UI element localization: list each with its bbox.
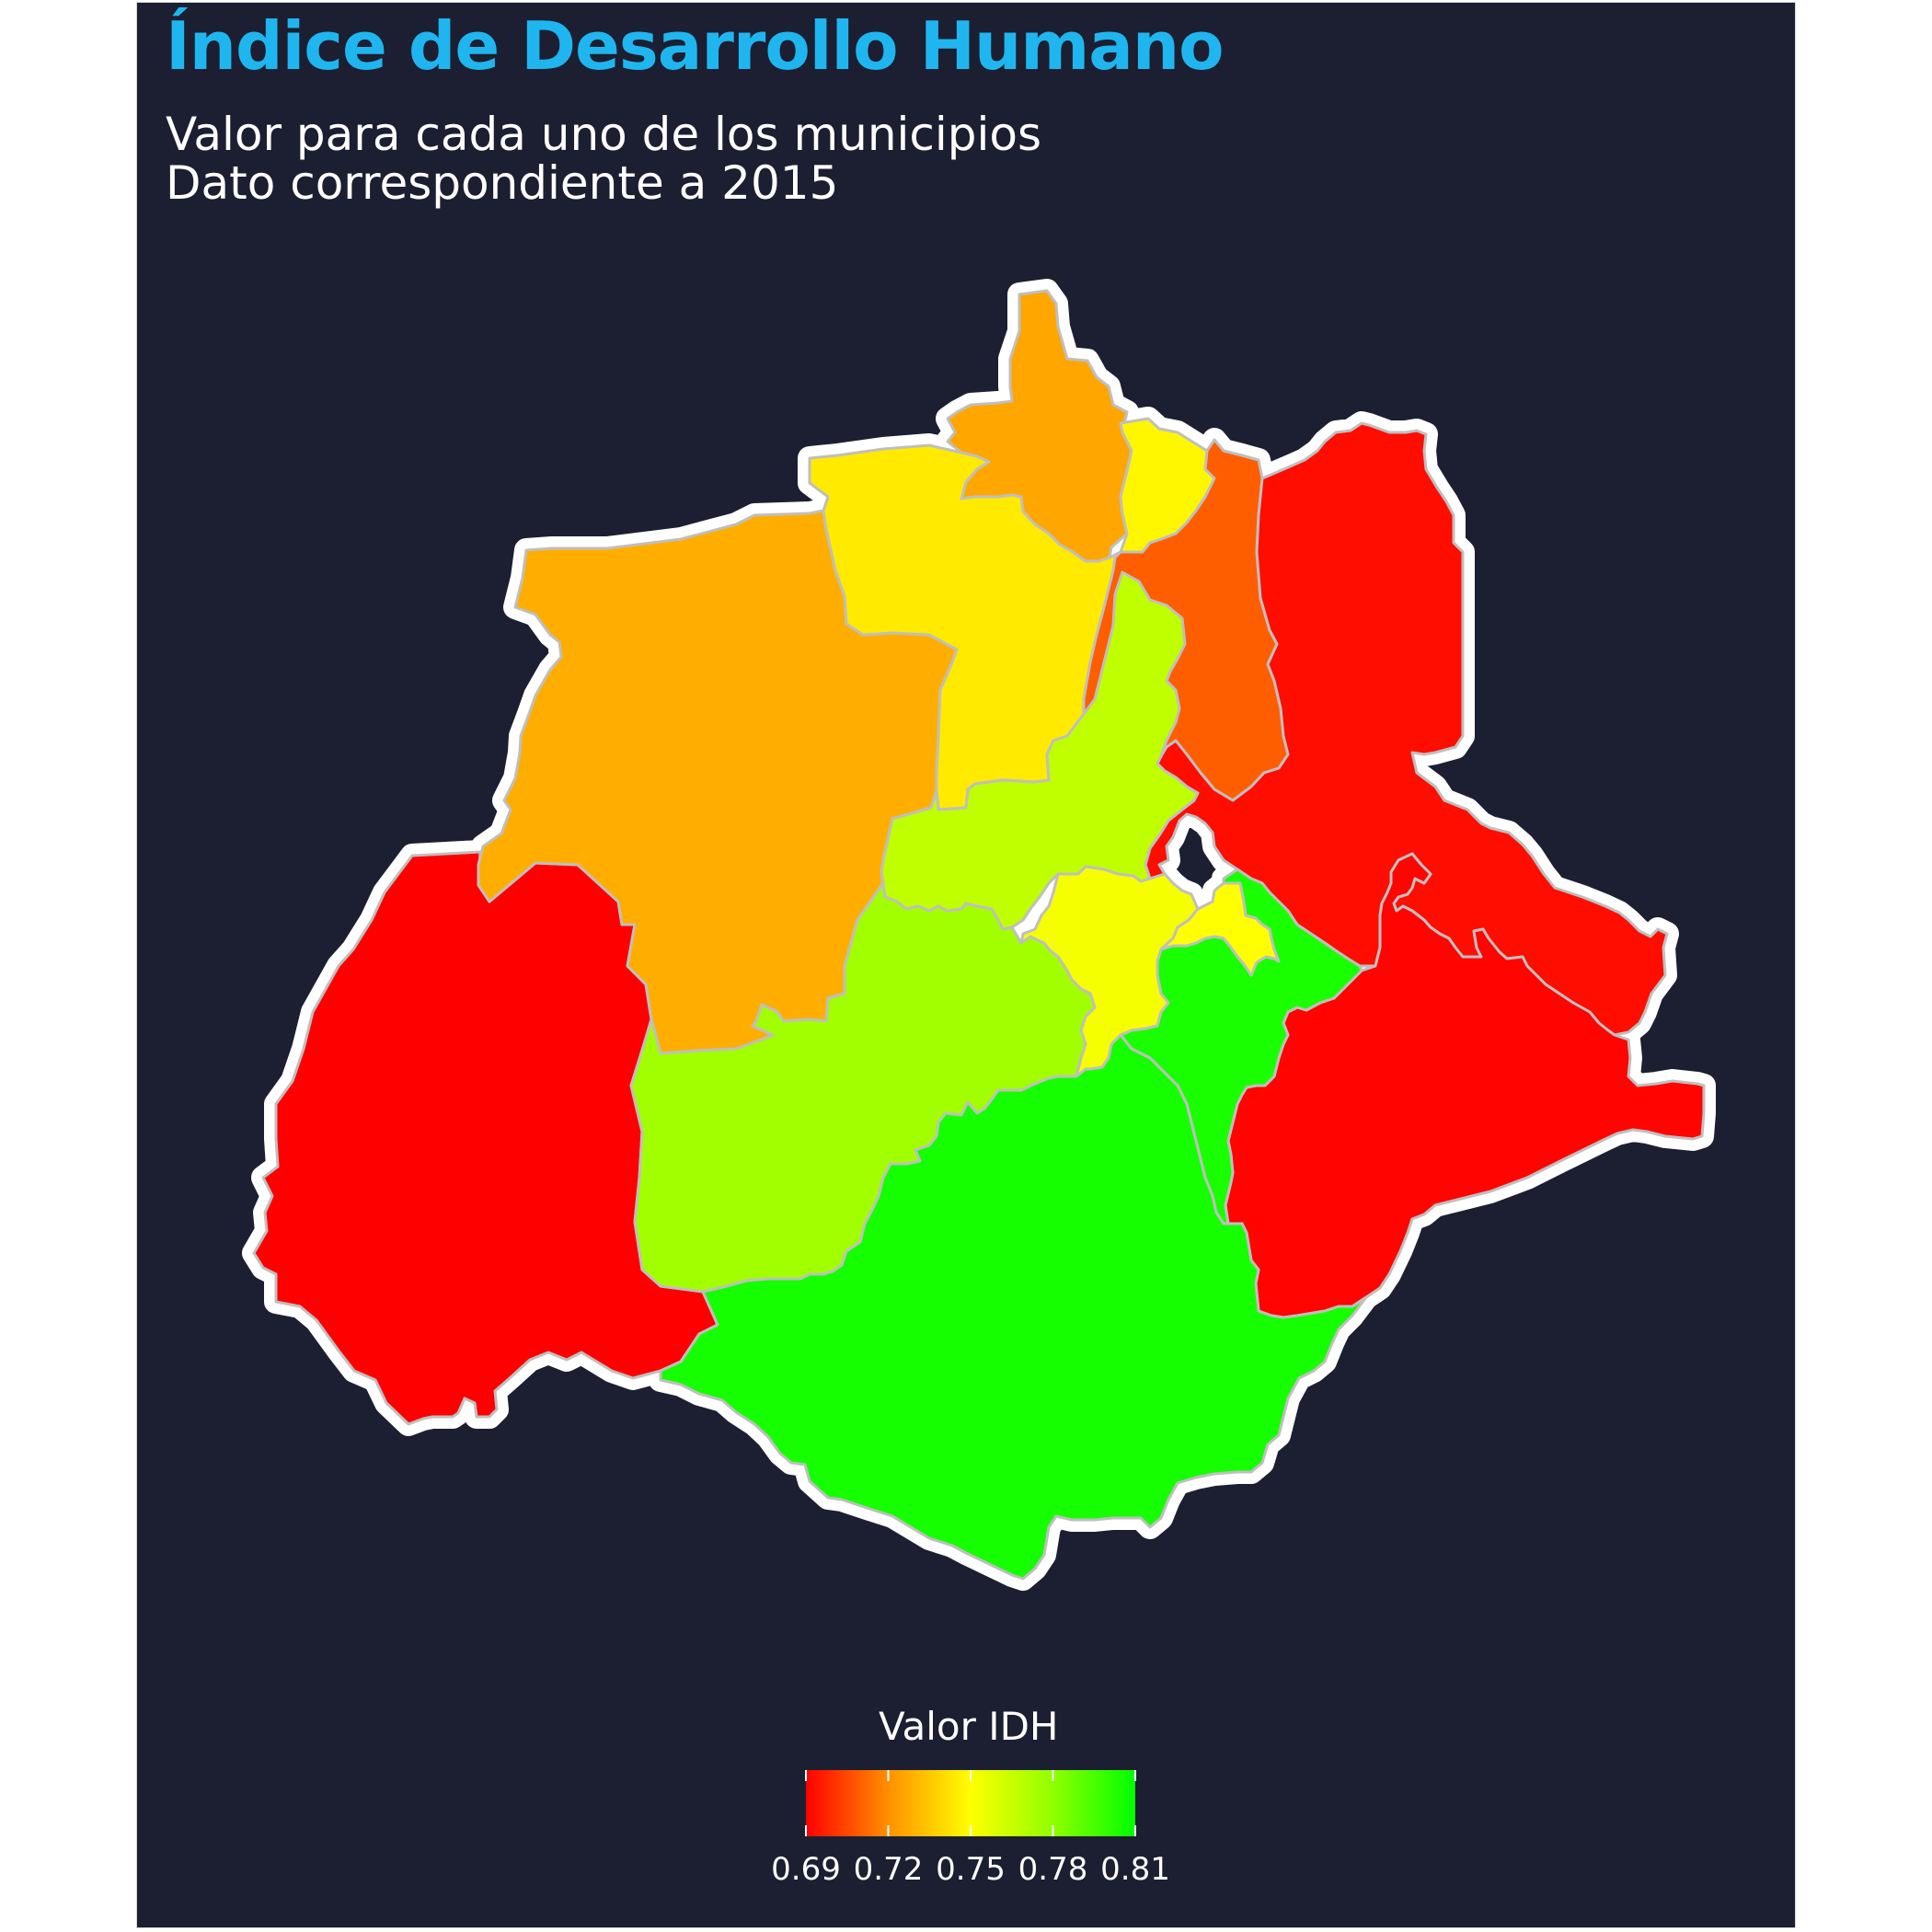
chart-title: Índice de Desarrollo Humano xyxy=(166,7,1225,85)
legend-tick-label: 0.72 xyxy=(853,1851,924,1888)
region-south xyxy=(659,1033,1368,1581)
legend-colorbar xyxy=(805,1770,1136,1836)
municipality-regions xyxy=(252,289,1706,1581)
legend-tick-label: 0.81 xyxy=(1100,1851,1170,1888)
chart-subtitle-line-2: Dato correspondiente a 2015 xyxy=(166,156,839,210)
region-east-small xyxy=(1119,868,1363,1225)
legend-title: Valor IDH xyxy=(879,1704,1059,1749)
legend-tick-label: 0.78 xyxy=(1018,1851,1088,1888)
legend-tick-label: 0.69 xyxy=(771,1851,841,1888)
chart-subtitle-line-1: Valor para cada uno de los municipios xyxy=(166,108,1042,161)
legend-tick-label: 0.75 xyxy=(936,1851,1006,1888)
legend-tick-marks xyxy=(805,1770,1136,1836)
